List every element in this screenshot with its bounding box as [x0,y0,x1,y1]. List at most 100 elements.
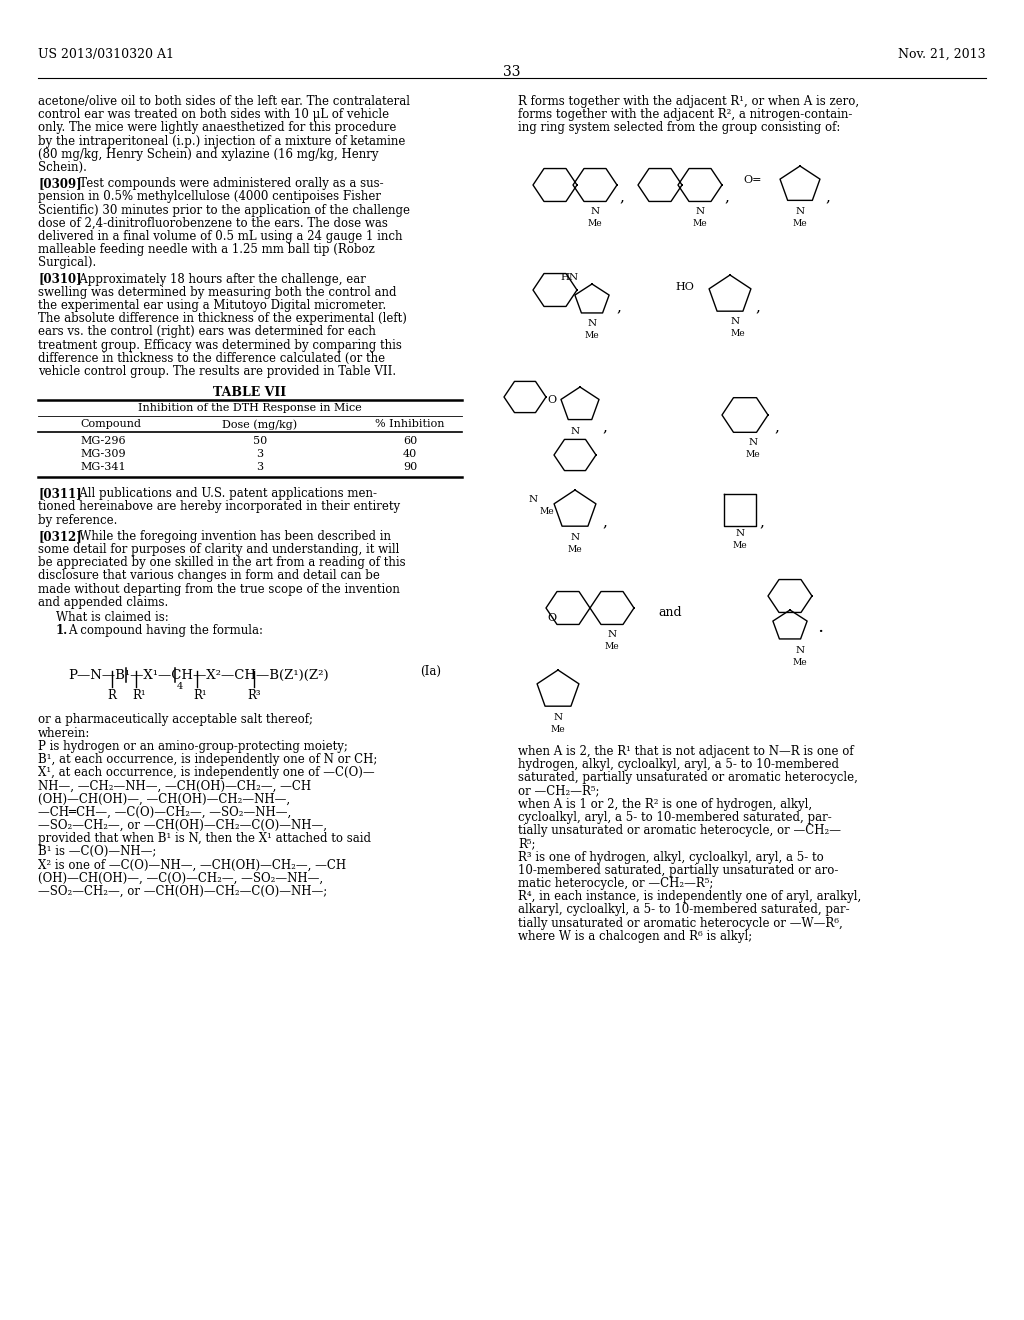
Text: Me: Me [793,219,807,228]
Text: ,: , [602,420,607,434]
Text: when A is 2, the R¹ that is not adjacent to N—R is one of: when A is 2, the R¹ that is not adjacent… [518,744,854,758]
Text: HN: HN [561,273,579,282]
Text: 90: 90 [402,462,417,473]
Text: the experimental ear using a Mitutoyo Digital micrometer.: the experimental ear using a Mitutoyo Di… [38,300,386,312]
Text: N: N [730,317,739,326]
Text: (Ia): (Ia) [420,665,441,678]
Text: O: O [548,395,557,405]
Text: —SO₂—CH₂—, or —CH(OH)—CH₂—C(O)—NH—;: —SO₂—CH₂—, or —CH(OH)—CH₂—C(O)—NH—; [38,884,328,898]
Text: control ear was treated on both sides with 10 μL of vehicle: control ear was treated on both sides wi… [38,108,389,121]
Text: US 2013/0310320 A1: US 2013/0310320 A1 [38,48,174,61]
Text: MG-309: MG-309 [80,449,126,459]
Text: ,: , [825,190,830,205]
Text: vehicle control group. The results are provided in Table VII.: vehicle control group. The results are p… [38,366,396,378]
Text: by the intraperitoneal (i.p.) injection of a mixture of ketamine: by the intraperitoneal (i.p.) injection … [38,135,406,148]
Text: MG-341: MG-341 [80,462,126,473]
Text: when A is 1 or 2, the R² is one of hydrogen, alkyl,: when A is 1 or 2, the R² is one of hydro… [518,797,812,810]
Text: N: N [570,426,580,436]
Text: N: N [796,207,805,216]
Text: matic heterocycle, or —CH₂—R⁵;: matic heterocycle, or —CH₂—R⁵; [518,876,714,890]
Text: P is hydrogen or an amino-group-protecting moiety;: P is hydrogen or an amino-group-protecti… [38,739,348,752]
Text: X² is one of —C(O)—NH—, —CH(OH)—CH₂—, —CH: X² is one of —C(O)—NH—, —CH(OH)—CH₂—, —C… [38,858,346,871]
Text: Me: Me [793,657,807,667]
Text: P—N—B¹—X¹—CH—X²—CH—B(Z¹)(Z²): P—N—B¹—X¹—CH—X²—CH—B(Z¹)(Z²) [68,669,329,682]
Text: Nov. 21, 2013: Nov. 21, 2013 [898,48,986,61]
Text: (OH)—CH(OH)—, —CH(OH)—CH₂—NH—,: (OH)—CH(OH)—, —CH(OH)—CH₂—NH—, [38,792,290,805]
Text: saturated, partially unsaturated or aromatic heterocycle,: saturated, partially unsaturated or arom… [518,771,858,784]
Text: While the foregoing invention has been described in: While the foregoing invention has been d… [69,529,391,543]
Text: [0311]: [0311] [38,487,82,500]
Text: [0309]: [0309] [38,177,82,190]
Text: 60: 60 [402,436,417,446]
Text: Me: Me [731,329,745,338]
Text: R³: R³ [247,689,261,702]
Text: and: and [658,606,682,619]
Text: MG-296: MG-296 [80,436,126,446]
Text: hydrogen, alkyl, cycloalkyl, aryl, a 5- to 10-membered: hydrogen, alkyl, cycloalkyl, aryl, a 5- … [518,758,839,771]
Text: Inhibition of the DTH Response in Mice: Inhibition of the DTH Response in Mice [138,403,361,413]
Text: made without departing from the true scope of the invention: made without departing from the true sco… [38,582,400,595]
Text: O: O [548,612,557,623]
Text: tially unsaturated or aromatic heterocycle or —W—R⁶,: tially unsaturated or aromatic heterocyc… [518,916,843,929]
Text: N: N [695,207,705,216]
Text: Dose (mg/kg): Dose (mg/kg) [222,420,298,430]
Text: (OH)—CH(OH)—, —C(O)—CH₂—, —SO₂—NH—,: (OH)—CH(OH)—, —C(O)—CH₂—, —SO₂—NH—, [38,871,324,884]
Text: Scientific) 30 minutes prior to the application of the challenge: Scientific) 30 minutes prior to the appl… [38,203,410,216]
Text: Compound: Compound [80,420,141,429]
Text: B¹ is —C(O)—NH—;: B¹ is —C(O)—NH—; [38,845,157,858]
Text: The absolute difference in thickness of the experimental (left): The absolute difference in thickness of … [38,313,407,325]
Text: R³ is one of hydrogen, alkyl, cycloalkyl, aryl, a 5- to: R³ is one of hydrogen, alkyl, cycloalkyl… [518,850,823,863]
Text: 3: 3 [256,462,263,473]
Text: —SO₂—CH₂—, or —CH(OH)—CH₂—C(O)—NH—,: —SO₂—CH₂—, or —CH(OH)—CH₂—C(O)—NH—, [38,818,327,832]
Text: What is claimed is:: What is claimed is: [56,611,169,624]
Text: NH—, —CH₂—NH—, —CH(OH)—CH₂—, —CH: NH—, —CH₂—NH—, —CH(OH)—CH₂—, —CH [38,779,311,792]
Text: Me: Me [567,545,583,554]
Text: some detail for purposes of clarity and understanding, it will: some detail for purposes of clarity and … [38,543,399,556]
Text: where W is a chalcogen and R⁶ is alkyl;: where W is a chalcogen and R⁶ is alkyl; [518,929,753,942]
Text: ,: , [602,515,607,529]
Text: delivered in a final volume of 0.5 mL using a 24 gauge 1 inch: delivered in a final volume of 0.5 mL us… [38,230,402,243]
Text: Surgical).: Surgical). [38,256,96,269]
Text: —CH═CH—, —C(O)—CH₂—, —SO₂—NH—,: —CH═CH—, —C(O)—CH₂—, —SO₂—NH—, [38,805,291,818]
Text: R⁴, in each instance, is independently one of aryl, aralkyl,: R⁴, in each instance, is independently o… [518,890,861,903]
Text: (80 mg/kg, Henry Schein) and xylazine (16 mg/kg, Henry: (80 mg/kg, Henry Schein) and xylazine (1… [38,148,379,161]
Text: wherein:: wherein: [38,726,90,739]
Text: or a pharmaceutically acceptable salt thereof;: or a pharmaceutically acceptable salt th… [38,713,313,726]
Text: O=: O= [743,176,762,185]
Text: [0310]: [0310] [38,273,82,285]
Text: R forms together with the adjacent R¹, or when A is zero,: R forms together with the adjacent R¹, o… [518,95,859,108]
Text: Me: Me [540,507,555,516]
Text: Test compounds were administered orally as a sus-: Test compounds were administered orally … [69,177,384,190]
Text: N: N [591,207,600,216]
Text: N: N [528,495,538,504]
Text: TABLE VII: TABLE VII [213,387,287,399]
Text: [0312]: [0312] [38,529,82,543]
Text: pension in 0.5% methylcellulose (4000 centipoises Fisher: pension in 0.5% methylcellulose (4000 ce… [38,190,381,203]
Text: ing ring system selected from the group consisting of:: ing ring system selected from the group … [518,121,841,135]
Text: forms together with the adjacent R², a nitrogen-contain-: forms together with the adjacent R², a n… [518,108,852,121]
Text: 3: 3 [256,449,263,459]
Text: ears vs. the control (right) ears was determined for each: ears vs. the control (right) ears was de… [38,326,376,338]
Text: Me: Me [745,450,760,459]
Text: malleable feeding needle with a 1.25 mm ball tip (Roboz: malleable feeding needle with a 1.25 mm … [38,243,375,256]
Text: disclosure that various changes in form and detail can be: disclosure that various changes in form … [38,569,380,582]
Text: R: R [108,689,117,702]
Text: Me: Me [692,219,708,228]
Text: N: N [796,645,805,655]
Text: ,: , [774,420,779,434]
Text: ,: , [620,190,625,205]
Text: 1.: 1. [56,624,69,638]
Text: treatment group. Efficacy was determined by comparing this: treatment group. Efficacy was determined… [38,339,401,351]
Text: N: N [588,319,597,327]
Text: tially unsaturated or aromatic heterocycle, or —CH₂—: tially unsaturated or aromatic heterocyc… [518,824,841,837]
Text: swelling was determined by measuring both the control and: swelling was determined by measuring bot… [38,286,396,298]
Text: N: N [735,529,744,539]
Text: N: N [607,630,616,639]
Text: dose of 2,4-dinitrofluorobenzene to the ears. The dose was: dose of 2,4-dinitrofluorobenzene to the … [38,216,388,230]
Text: be appreciated by one skilled in the art from a reading of this: be appreciated by one skilled in the art… [38,556,406,569]
Text: Me: Me [551,725,565,734]
Text: Approximately 18 hours after the challenge, ear: Approximately 18 hours after the challen… [69,273,367,285]
Text: or —CH₂—R⁵;: or —CH₂—R⁵; [518,784,599,797]
Text: ,: , [756,300,761,314]
Text: R¹: R¹ [132,689,145,702]
